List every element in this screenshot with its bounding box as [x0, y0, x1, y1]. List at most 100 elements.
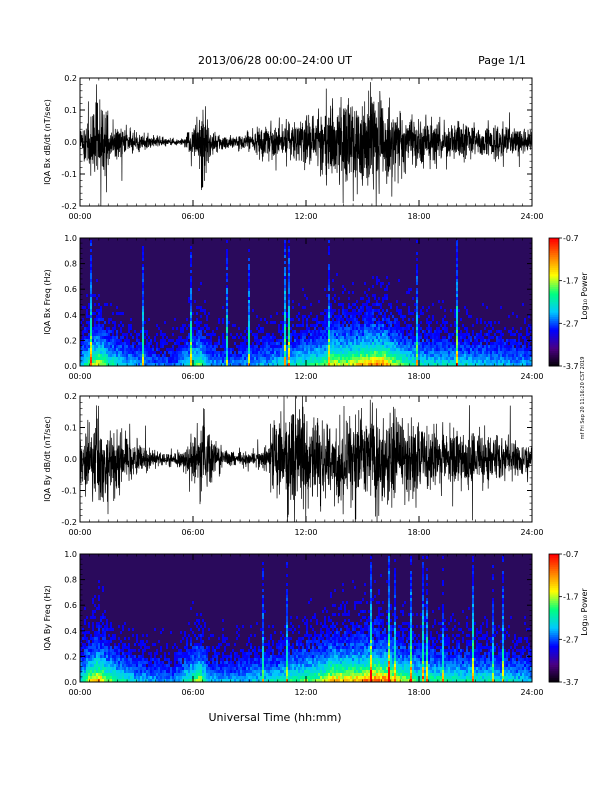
spectrogram-cell: [336, 327, 338, 330]
spectrogram-cell: [342, 321, 344, 324]
spectrogram-cell: [134, 676, 136, 679]
spectrogram-cell: [186, 658, 188, 661]
spectrogram-cell: [90, 303, 92, 306]
spectrogram-cell: [248, 351, 250, 354]
spectrogram-cell: [206, 652, 208, 655]
spectrogram-cell: [398, 336, 400, 339]
spectrogram-cell: [178, 676, 180, 679]
spectrogram-cell: [348, 342, 350, 345]
spectrogram-cell: [378, 321, 380, 324]
spectrogram-cell: [84, 652, 86, 655]
spectrogram-cell: [234, 342, 236, 345]
spectrogram-cell: [338, 330, 340, 333]
spectrogram-cell: [254, 360, 256, 363]
spectrogram-cell: [238, 336, 240, 339]
spectrogram-cell: [148, 673, 150, 676]
spectrogram-cell: [166, 673, 168, 676]
spectrogram-cell: [88, 676, 90, 679]
spectrogram-cell: [356, 345, 358, 348]
spectrogram-cell: [488, 330, 490, 333]
spectrogram-cell: [180, 673, 182, 676]
spectrogram-cell: [346, 318, 348, 321]
spectrogram-cell: [324, 324, 326, 327]
spectrogram-cell: [118, 345, 120, 348]
spectrogram-cell: [376, 357, 378, 360]
spectrogram-cell: [82, 661, 84, 664]
spectrogram-cell: [256, 339, 258, 342]
spectrogram-cell: [116, 336, 118, 339]
spectrogram-cell: [224, 667, 226, 670]
spectrogram-cell: [352, 342, 354, 345]
spectrogram-cell: [206, 679, 208, 682]
spectrogram-cell: [514, 342, 516, 345]
spectrogram-cell: [366, 348, 368, 351]
spectrogram-cell: [184, 324, 186, 327]
spectrogram-cell: [86, 646, 88, 649]
spectrogram-cell: [178, 673, 180, 676]
spectrogram-cell: [238, 628, 240, 631]
spectrogram-cell: [164, 354, 166, 357]
spectrogram-cell: [224, 676, 226, 679]
spectrogram-cell: [226, 363, 228, 366]
spectrogram-cell: [192, 649, 194, 652]
spectrogram-cell: [120, 676, 122, 679]
spectrogram-cell: [80, 661, 82, 664]
spectrogram-cell: [322, 357, 324, 360]
spectrogram-cell: [164, 339, 166, 342]
spectrogram-cell: [310, 330, 312, 333]
colorbar-segment: [549, 297, 559, 301]
spectrogram-cell: [102, 676, 104, 679]
spectrogram-cell: [200, 637, 202, 640]
spectrogram-cell: [508, 354, 510, 357]
spectrogram-cell: [340, 345, 342, 348]
spectrogram-cell: [248, 354, 250, 357]
spectrogram-cell: [512, 360, 514, 363]
spectrogram-cell: [342, 348, 344, 351]
spectrogram-cell: [396, 342, 398, 345]
spectrogram-cell: [352, 348, 354, 351]
spectrogram-cell: [364, 357, 366, 360]
spectrogram-cell: [126, 342, 128, 345]
spectrogram-cell: [226, 330, 228, 333]
spectrogram-cell: [298, 345, 300, 348]
spectrogram-cell: [338, 309, 340, 312]
spectrogram-cell: [372, 315, 374, 318]
spectrogram-cell: [358, 336, 360, 339]
y-tick-label: 0.1: [64, 106, 77, 115]
spectrogram-cell: [188, 333, 190, 336]
spectrogram-cell: [82, 628, 84, 631]
spectrogram-cell: [216, 360, 218, 363]
spectrogram-cell: [122, 345, 124, 348]
spectrogram-cell: [508, 351, 510, 354]
spectrogram-cell: [346, 342, 348, 345]
spectrogram-cell: [250, 661, 252, 664]
spectrogram-cell: [338, 339, 340, 342]
spectrogram-cell: [184, 354, 186, 357]
spectrogram-cell: [146, 351, 148, 354]
spectrogram-cell: [418, 339, 420, 342]
spectrogram-cell: [352, 360, 354, 363]
spectrogram-cell: [130, 351, 132, 354]
spectrogram-cell: [226, 309, 228, 312]
spectrogram-cell: [164, 676, 166, 679]
spectrogram-cell: [230, 679, 232, 682]
spectrogram-cell: [344, 354, 346, 357]
spectrogram-cell: [238, 655, 240, 658]
spectrogram-cell: [190, 318, 192, 321]
spectrogram-cell: [214, 348, 216, 351]
spectrogram-cell: [176, 357, 178, 360]
spectrogram-cell: [126, 345, 128, 348]
spectrogram-cell: [152, 667, 154, 670]
spectrogram-cell: [242, 649, 244, 652]
spectrogram-cell: [196, 661, 198, 664]
spectrogram-cell: [212, 676, 214, 679]
spectrogram-cell: [342, 363, 344, 366]
spectrogram-cell: [208, 345, 210, 348]
spectrogram-cell: [372, 336, 374, 339]
spectrogram-cell: [226, 360, 228, 363]
spectrogram-cell: [406, 345, 408, 348]
spectrogram-cell: [474, 360, 476, 363]
spectrogram-cell: [500, 330, 502, 333]
spectrogram-cell: [134, 658, 136, 661]
spectrogram-cell: [150, 357, 152, 360]
